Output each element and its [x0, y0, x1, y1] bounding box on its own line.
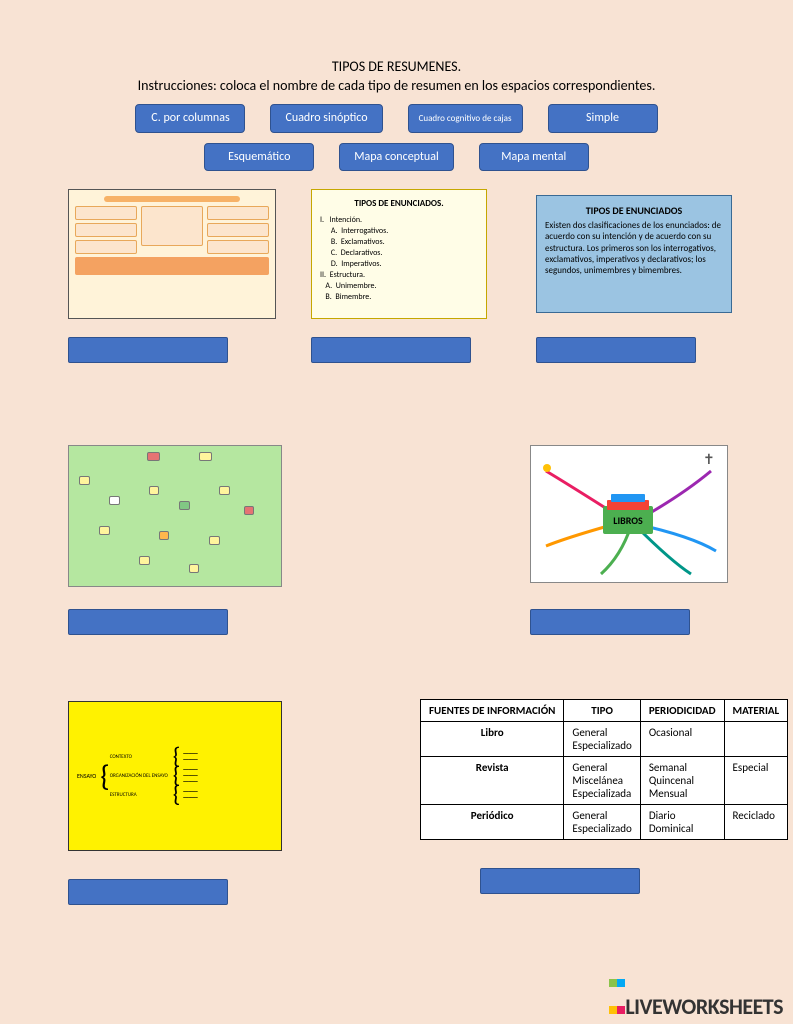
drop-zone[interactable]	[68, 609, 228, 635]
drag-row-1: C. por columnas Cuadro sinóptico Cuadro …	[0, 104, 793, 133]
drag-label[interactable]: Cuadro sinóptico	[270, 104, 382, 133]
drop-zone[interactable]	[536, 337, 696, 363]
outline-list: I. Intención. A. Interrogativos. B. Excl…	[320, 215, 478, 302]
example-simple: TIPOS DE ENUNCIADOS Existen dos clasific…	[536, 195, 732, 363]
sources-table: FUENTES DE INFORMACIÓN TIPO PERIODICIDAD…	[420, 699, 788, 840]
page-title: TIPOS DE RESUMENES.	[0, 0, 793, 75]
drag-label[interactable]: Mapa mental	[479, 143, 589, 171]
drag-label[interactable]: Cuadro cognitivo de cajas	[408, 104, 523, 133]
example-cuadro-sinoptico: ENSAYO { CONTEXTO{━━━━━━━━━━━━ ORGANIZAC…	[68, 701, 282, 905]
drag-label[interactable]: Esquemático	[204, 143, 314, 171]
drop-zone[interactable]	[480, 868, 640, 894]
svg-text:✝: ✝	[703, 451, 715, 468]
example-columnas: FUENTES DE INFORMACIÓN TIPO PERIODICIDAD…	[420, 699, 788, 894]
watermark: LIVEWORKSHEETS	[609, 966, 783, 1020]
example-cuadro-cognitivo	[68, 189, 276, 363]
drop-zone[interactable]	[68, 337, 228, 363]
drop-zone[interactable]	[530, 609, 690, 635]
instructions: Instrucciones: coloca el nombre de cada …	[0, 77, 793, 94]
drag-label[interactable]: Mapa conceptual	[339, 143, 454, 171]
drag-label[interactable]: Simple	[548, 104, 658, 133]
example-mapa-mental: LIBROS ✝	[530, 445, 728, 635]
example-esquematico: TIPOS DE ENUNCIADOS. I. Intención. A. In…	[311, 189, 487, 363]
drag-label[interactable]: C. por columnas	[135, 104, 245, 133]
drop-zone[interactable]	[68, 879, 228, 905]
drag-row-2: Esquemático Mapa conceptual Mapa mental	[0, 143, 793, 171]
svg-text:LIBROS: LIBROS	[613, 514, 643, 527]
drop-zone[interactable]	[311, 337, 471, 363]
example-mapa-conceptual	[68, 445, 282, 635]
